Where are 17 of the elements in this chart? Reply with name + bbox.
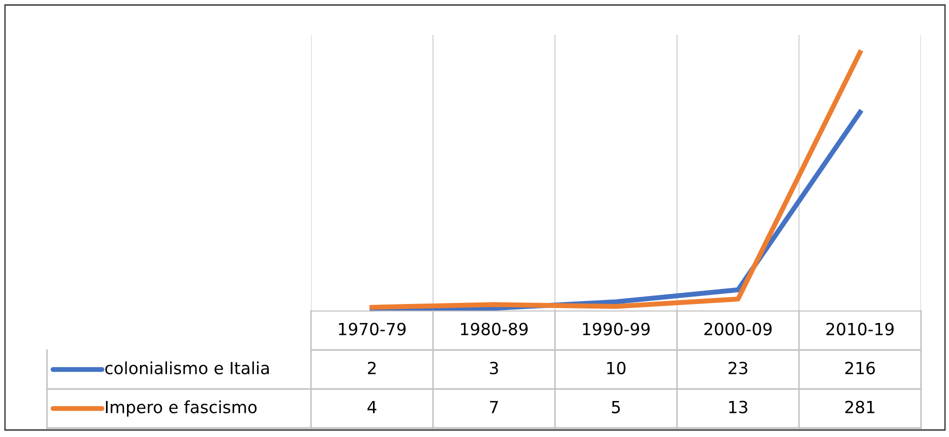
data-label: 10 bbox=[607, 362, 626, 374]
x-tick-label: 1970-79 bbox=[339, 322, 406, 336]
data-label: 3 bbox=[490, 362, 498, 374]
legend-label: colonialismo e Italia bbox=[105, 361, 269, 374]
data-label: 23 bbox=[728, 362, 748, 374]
data-label: 13 bbox=[729, 400, 748, 414]
data-label: 281 bbox=[845, 400, 874, 414]
x-tick-label: 2000-09 bbox=[704, 322, 772, 336]
x-tick-label: 1980-89 bbox=[461, 322, 528, 336]
data-label: 216 bbox=[845, 362, 875, 374]
data-label: 4 bbox=[368, 400, 376, 414]
data-label: 7 bbox=[490, 400, 498, 414]
data-label: 2 bbox=[368, 362, 376, 374]
legend-label: Impero e fascismo bbox=[106, 400, 257, 417]
data-label: 5 bbox=[612, 400, 620, 414]
x-tick-label: 1990-99 bbox=[583, 322, 650, 336]
x-tick-label: 2010-19 bbox=[826, 322, 894, 336]
